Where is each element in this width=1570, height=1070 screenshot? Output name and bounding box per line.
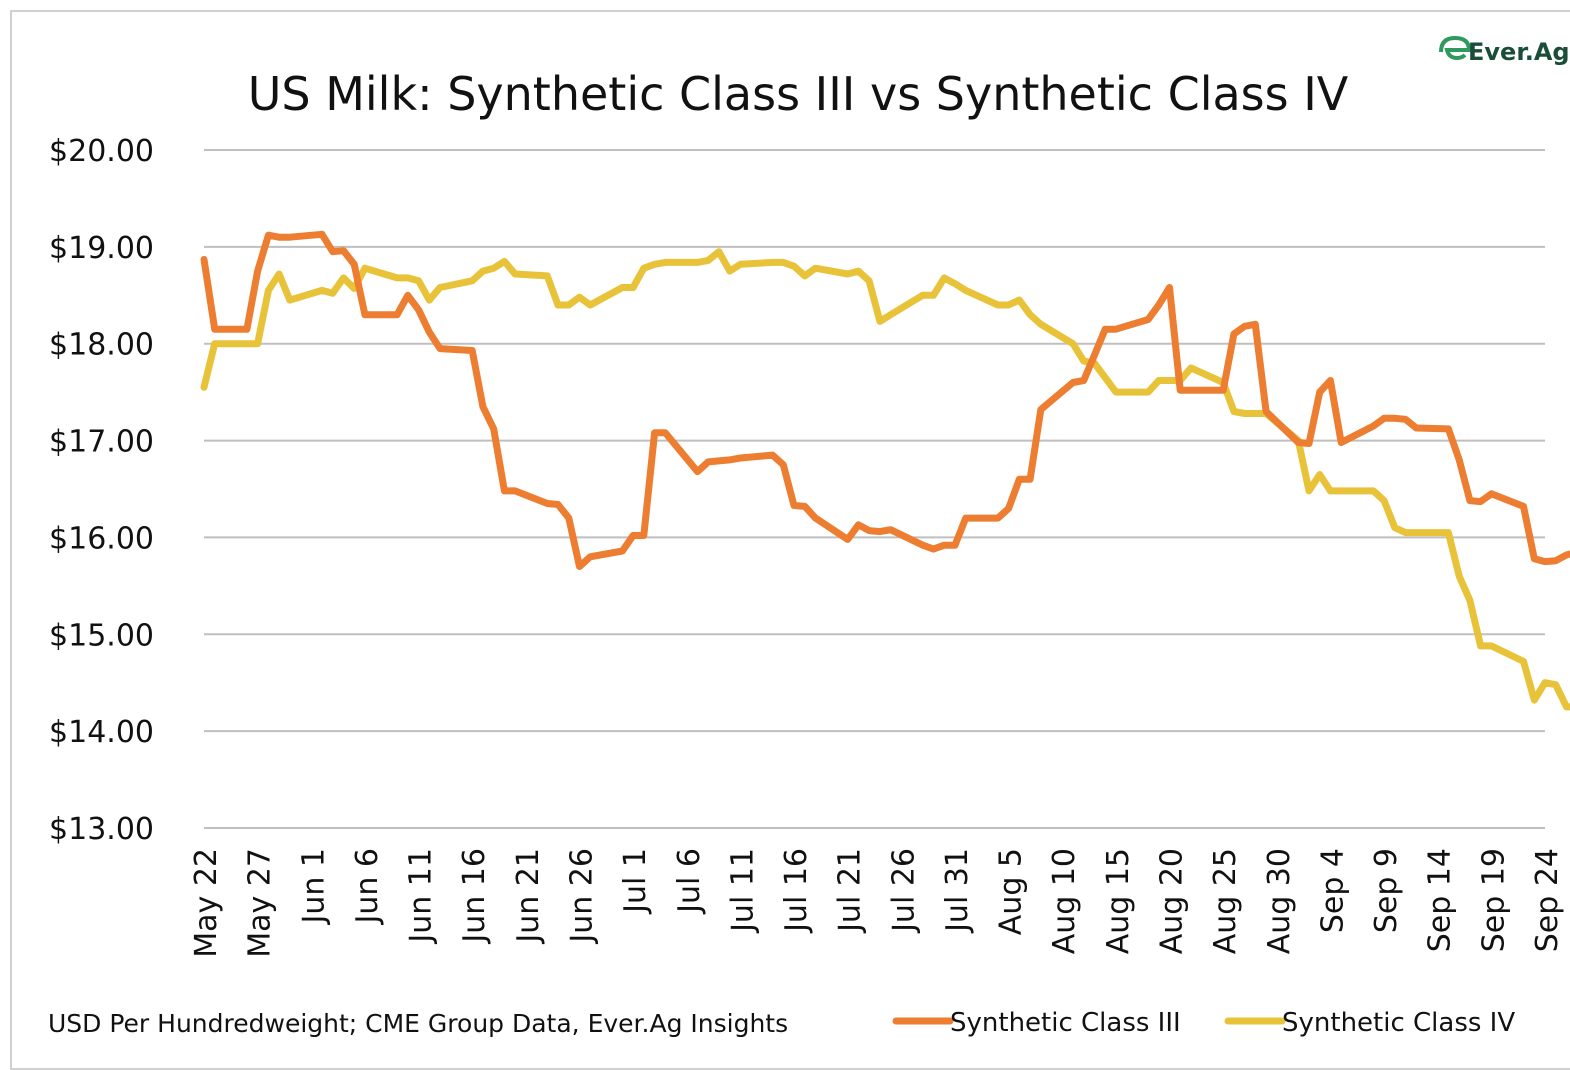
x-tick-label: Jul 26	[886, 848, 921, 934]
y-tick-label: $17.00	[49, 425, 154, 460]
x-tick-label: Jul 1	[618, 848, 653, 915]
x-tick-label: Aug 10	[1047, 848, 1082, 954]
series-line-class-iv	[204, 252, 1570, 762]
legend: Synthetic Class III Synthetic Class IV	[896, 1008, 1515, 1038]
y-tick-label: $14.00	[49, 715, 154, 750]
y-tick-label: $19.00	[49, 231, 154, 266]
x-tick-label: May 22	[189, 848, 224, 958]
series-lines	[204, 234, 1570, 762]
logo: Ever.Ag	[1441, 38, 1570, 66]
x-tick-label: Jul 6	[672, 848, 707, 915]
x-tick-label: Sep 19	[1476, 848, 1511, 952]
x-tick-label: Jul 31	[940, 848, 975, 934]
legend-label-class-iv: Synthetic Class IV	[1282, 1008, 1515, 1038]
x-tick-label: Jul 11	[725, 848, 760, 934]
y-tick-label: $16.00	[49, 521, 154, 556]
x-tick-label: Jun 11	[404, 848, 439, 945]
logo-mark-icon	[1441, 38, 1469, 58]
x-tick-label: Sep 4	[1315, 848, 1350, 933]
chart-title: US Milk: Synthetic Class III vs Syntheti…	[248, 67, 1349, 121]
x-tick-label: Aug 30	[1262, 848, 1297, 954]
x-tick-label: Aug 20	[1155, 848, 1190, 954]
x-tick-label: Aug 25	[1208, 848, 1243, 954]
x-tick-label: Jun 16	[457, 848, 492, 945]
legend-label-class-iii: Synthetic Class III	[950, 1008, 1181, 1038]
y-axis-ticks: $13.00 $14.00 $15.00 $16.00 $17.00 $18.00 $19.…	[49, 134, 154, 847]
x-axis-ticks: May 22 May 27 Jun 1 Jun 6 Jun 11 Jun 16 Jun 21…	[189, 848, 1565, 958]
x-tick-label: Jun 26	[564, 848, 599, 945]
x-tick-label: Jun 1	[296, 848, 331, 926]
y-tick-label: $20.00	[49, 134, 154, 169]
x-tick-label: Jul 16	[779, 848, 814, 934]
x-tick-label: Jun 6	[350, 848, 385, 926]
x-tick-label: Jul 21	[833, 848, 868, 934]
source-note: USD Per Hundredweight; CME Group Data, E…	[48, 1009, 788, 1038]
x-tick-label: May 27	[243, 848, 278, 958]
y-tick-label: $13.00	[49, 812, 154, 847]
series-line-class-iii	[204, 234, 1570, 566]
logo-text: Ever.Ag	[1468, 38, 1570, 66]
x-tick-label: Sep 24	[1530, 848, 1565, 952]
x-tick-label: Sep 14	[1423, 848, 1458, 952]
y-tick-label: $15.00	[49, 618, 154, 653]
x-tick-label: Sep 9	[1369, 848, 1404, 933]
x-tick-label: Aug 5	[994, 848, 1029, 935]
x-tick-label: Aug 15	[1101, 848, 1136, 954]
y-tick-label: $18.00	[49, 328, 154, 363]
x-tick-label: Jun 21	[511, 848, 546, 945]
